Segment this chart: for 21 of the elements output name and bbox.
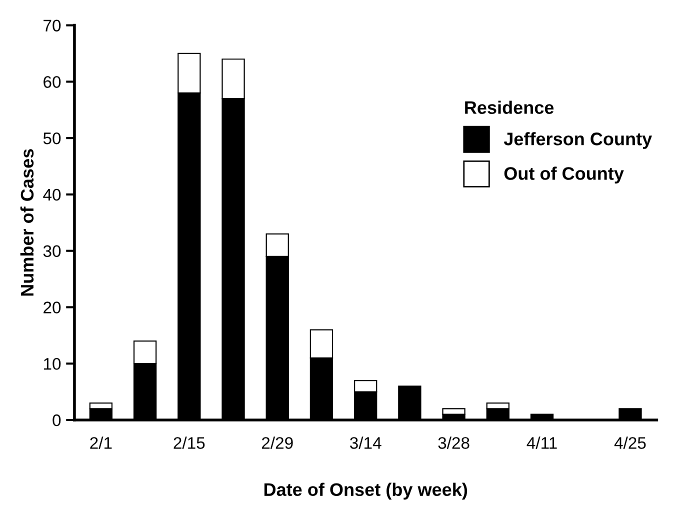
y-tick-label: 30 [43,245,61,258]
x-tick-label: 4/25 [614,436,646,449]
x-tick-label: 2/29 [262,436,293,449]
y-tick-label: 20 [44,302,61,314]
y-tick-label: 70 [44,20,61,32]
bar [442,408,466,415]
y-tick-label: 40 [43,188,61,201]
x-tick-label: 2/1 [90,436,112,449]
legend-title: Residence [465,100,554,114]
x-tick-label: 3/28 [438,436,470,449]
y-tick-label: 10 [44,358,61,370]
x-tick-label: 4/11 [526,436,557,449]
x-tick-label: 3/14 [350,436,382,449]
x-axis-title: Date of Onset (by week) [264,482,468,500]
y-tick-label: 0 [52,414,61,426]
legend-label: Jefferson County [504,132,652,149]
y-axis-title: Number of Cases [20,149,34,296]
y-tick-label: 50 [43,132,61,144]
legend-label: Out of County [504,166,624,184]
x-tick-label: 2/15 [174,436,205,449]
y-tick-label: 60 [44,76,61,88]
